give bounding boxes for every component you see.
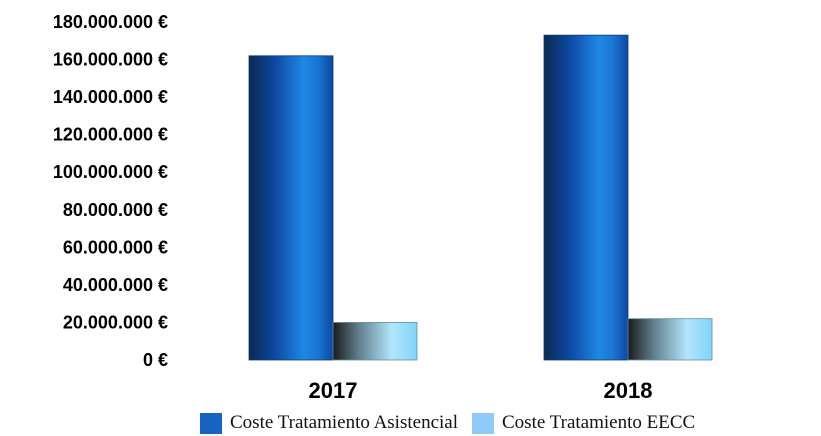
bar-2017-series-1 <box>332 322 418 361</box>
bar-2018-series-1 <box>627 318 713 361</box>
x-category-label: 2018 <box>604 378 653 403</box>
y-tick-label: 100.000.000 € <box>53 162 168 182</box>
y-tick-label: 140.000.000 € <box>53 87 168 107</box>
y-tick-label: 0 € <box>143 350 168 370</box>
legend-swatch-eecc <box>472 412 494 434</box>
y-tick-label: 80.000.000 € <box>63 200 168 220</box>
legend-label-eecc: Coste Tratamiento EECC <box>502 412 696 433</box>
legend-item-eecc: Coste Tratamiento EECC <box>472 412 695 434</box>
y-tick-label: 120.000.000 € <box>53 125 168 145</box>
y-tick-label: 180.000.000 € <box>53 12 168 32</box>
legend: Coste Tratamiento Asistencial Coste Trat… <box>200 411 695 435</box>
x-category-label: 2017 <box>309 378 358 403</box>
y-tick-label: 40.000.000 € <box>63 275 168 295</box>
y-tick-label: 60.000.000 € <box>63 237 168 257</box>
y-tick-label: 20.000.000 € <box>63 312 168 332</box>
legend-label-asistencial: Coste Tratamiento Asistencial <box>230 412 458 433</box>
y-tick-label: 160.000.000 € <box>53 50 168 70</box>
bar-2018-series-0 <box>543 34 629 361</box>
bars <box>248 34 713 361</box>
bar-2017-series-0 <box>248 55 334 361</box>
legend-item-asistencial: Coste Tratamiento Asistencial <box>200 412 458 434</box>
legend-swatch-asistencial <box>200 412 222 434</box>
x-axis: 2017 2018 <box>309 378 653 403</box>
y-axis: 0 € 20.000.000 € 40.000.000 € 60.000.000 € 8… <box>53 12 168 370</box>
